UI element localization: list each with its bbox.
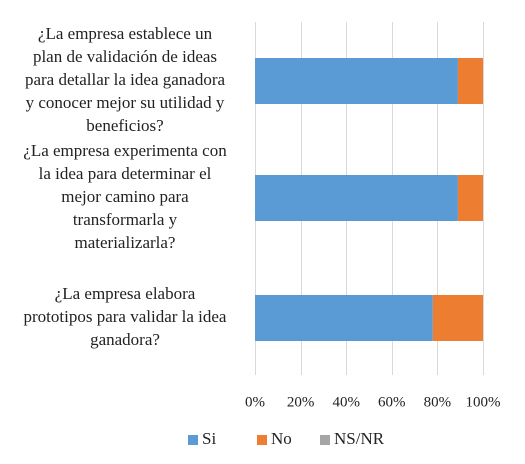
category-label-line: ¿La empresa establece un [38,24,213,43]
legend-label-no: No [271,429,292,448]
category-label-line: mejor camino para [61,187,189,206]
category-label-line: beneficios? [86,116,163,135]
category-label-1: ¿La empresa establece un plan de validaci… [25,24,226,135]
category-label-line: para detallar la idea ganadora [25,70,226,89]
legend-label-si: Si [202,429,216,448]
x-axis-ticks: 0% 20% 40% 60% 80% 100% [245,394,501,410]
legend-label-ns-nr: NS/NR [334,429,385,448]
category-label-2: ¿La empresa experimenta con la idea para … [23,141,227,252]
category-label-line: ¿La empresa elabora [55,284,196,303]
legend-swatch-ns-nr [320,435,330,445]
category-label-line: plan de validación de ideas [33,47,217,66]
category-labels: ¿La empresa establece un plan de validaci… [23,24,227,349]
x-tick-label: 40% [332,394,360,410]
category-label-line: y conocer mejor su utilidad y [26,93,225,112]
bar-si-1 [255,58,458,104]
bars [255,58,483,341]
category-label-line: la idea para determinar el [39,164,212,183]
bar-si-2 [255,175,458,221]
legend: Si No NS/NR [188,429,385,448]
legend-swatch-no [257,435,267,445]
category-label-line: ganadora? [90,330,160,349]
x-tick-label: 80% [424,394,452,410]
bar-no-1 [457,58,483,104]
x-tick-label: 0% [245,394,265,410]
bar-no-2 [457,175,483,221]
x-tick-label: 20% [287,394,315,410]
legend-swatch-si [188,435,198,445]
category-label-line: transformarla y [73,210,178,229]
bar-no-3 [432,295,483,341]
category-label-3: ¿La empresa elabora prototipos para valid… [24,284,227,349]
x-tick-label: 60% [378,394,406,410]
category-label-line: ¿La empresa experimenta con [23,141,227,160]
category-label-line: materializarla? [75,233,176,252]
bar-si-3 [255,295,433,341]
x-tick-label: 100% [466,394,501,410]
category-label-line: prototipos para validar la idea [24,307,227,326]
